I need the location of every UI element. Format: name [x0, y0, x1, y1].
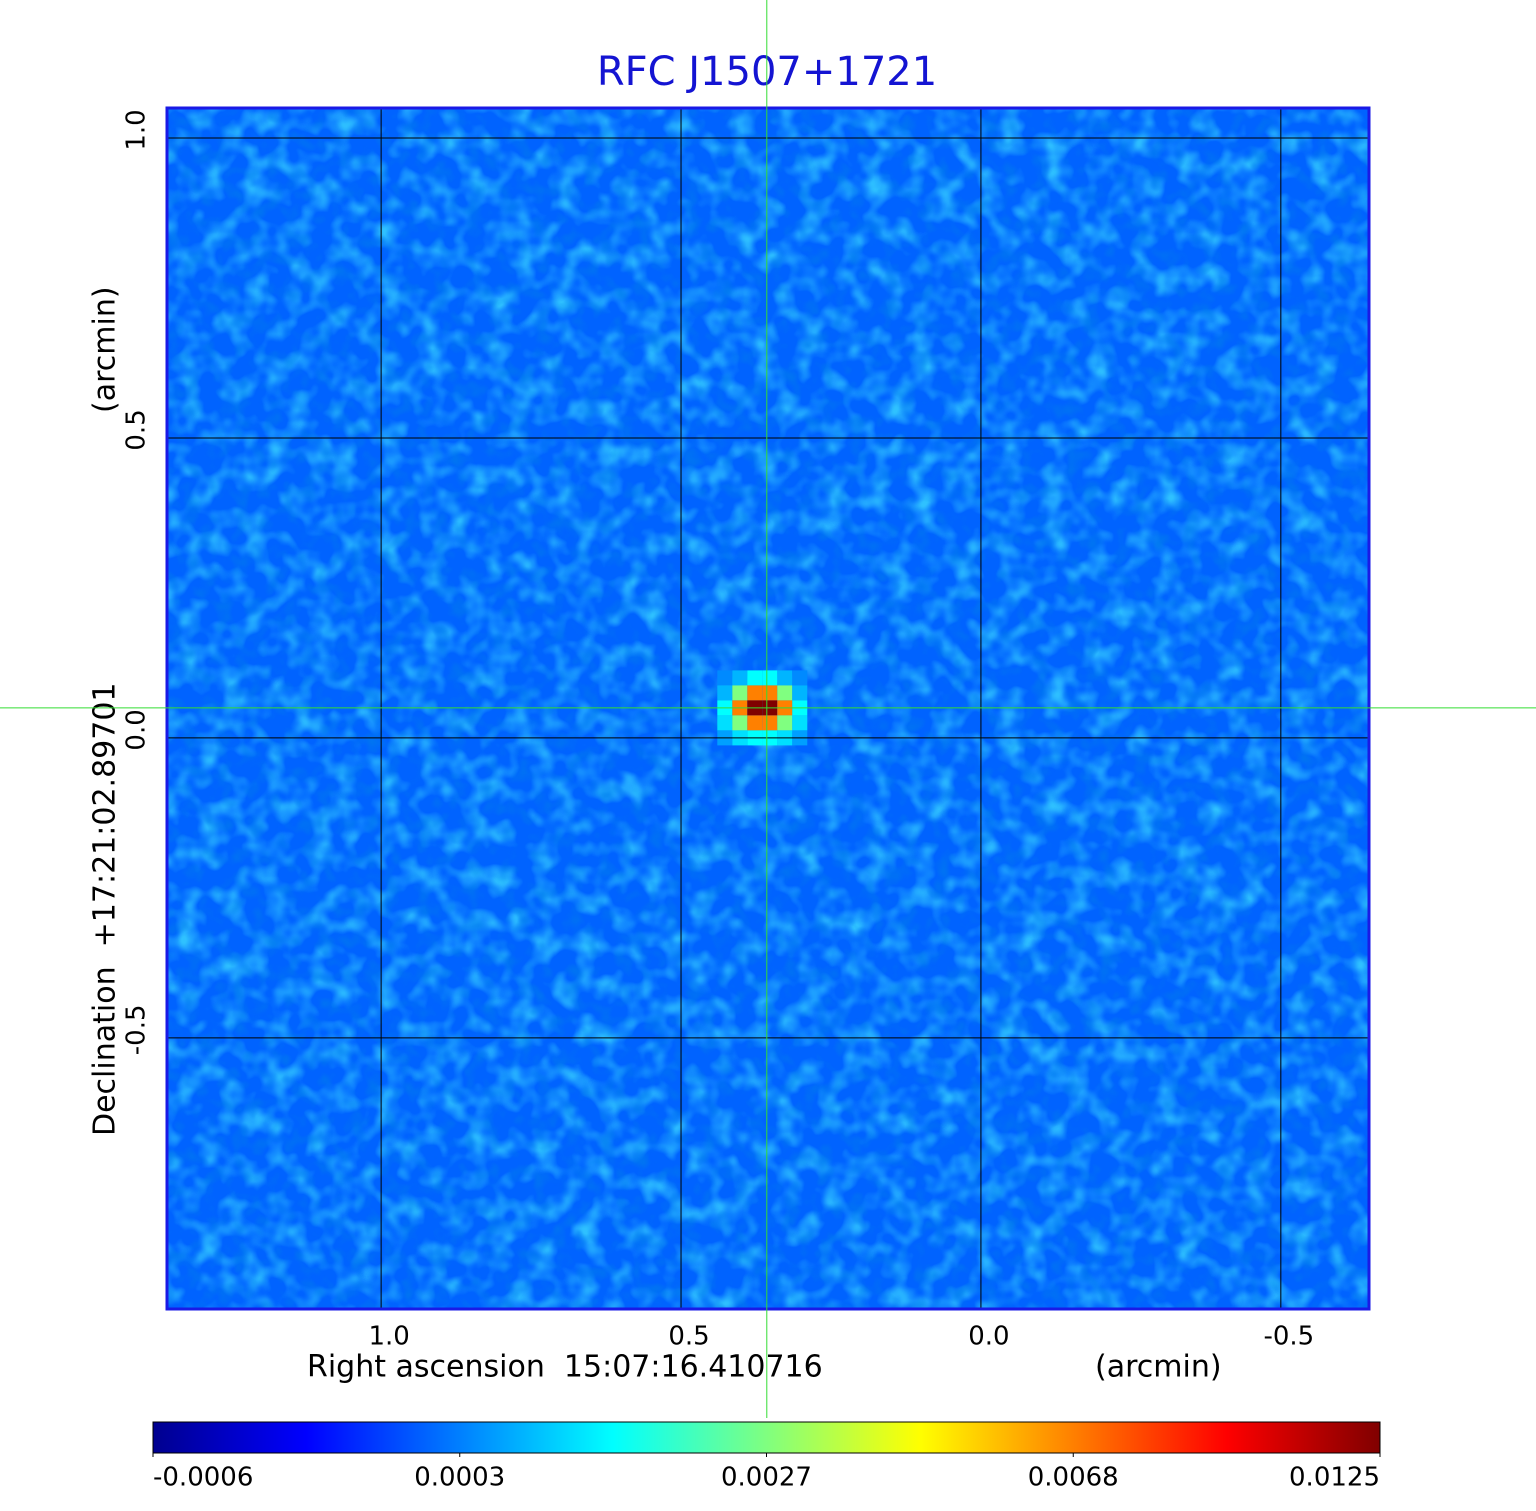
heatmap-cell — [777, 685, 793, 701]
colorbar-tick-label: 0.0068 — [1028, 1463, 1119, 1493]
heatmap-cell — [777, 670, 793, 686]
y-axis-unit: (arcmin) — [88, 286, 123, 413]
colorbar — [152, 1421, 1381, 1454]
colorbar-tick-label: 0.0027 — [721, 1463, 812, 1493]
heatmap-cell — [732, 685, 748, 701]
colorbar-tick-label: 0.0003 — [414, 1463, 505, 1493]
heatmap-cell — [747, 715, 763, 731]
heatmap-cell — [732, 670, 748, 686]
y-axis-label: Declination +17:21:02.89701 — [88, 682, 123, 1136]
x-tick-label: 1.0 — [368, 1322, 409, 1352]
heatmap-cell — [732, 715, 748, 731]
x-tick-label: -0.5 — [1263, 1322, 1314, 1352]
colorbar-tick-label: -0.0006 — [153, 1463, 253, 1493]
heatmap-cell — [792, 715, 808, 731]
heatmap-cell — [792, 685, 808, 701]
y-tick-label: 1.0 — [122, 109, 152, 150]
y-tick-label: 0.5 — [122, 409, 152, 450]
plot-frame — [165, 106, 1371, 1311]
heatmap-cell — [762, 685, 778, 701]
y-tick-label: 0.0 — [122, 709, 152, 750]
x-tick-label: 0.0 — [968, 1322, 1009, 1352]
colorbar-tick-label: 0.0125 — [1289, 1463, 1380, 1493]
plot-area — [167, 108, 1369, 1309]
heatmap-cell — [777, 715, 793, 731]
y-tick-label: -0.5 — [122, 1004, 152, 1055]
heatmap-cell — [762, 715, 778, 731]
x-axis-unit: (arcmin) — [1095, 1350, 1222, 1385]
heatmap-cell — [717, 670, 733, 686]
heatmap-cell — [747, 670, 763, 686]
heatmap-cell — [747, 685, 763, 701]
heatmap-cell — [717, 715, 733, 731]
x-tick-label: 0.5 — [668, 1322, 709, 1352]
heatmap-cell — [717, 685, 733, 701]
heatmap-cell — [762, 670, 778, 686]
x-axis-label: Right ascension 15:07:16.410716 — [307, 1350, 823, 1385]
heatmap-cell — [792, 670, 808, 686]
